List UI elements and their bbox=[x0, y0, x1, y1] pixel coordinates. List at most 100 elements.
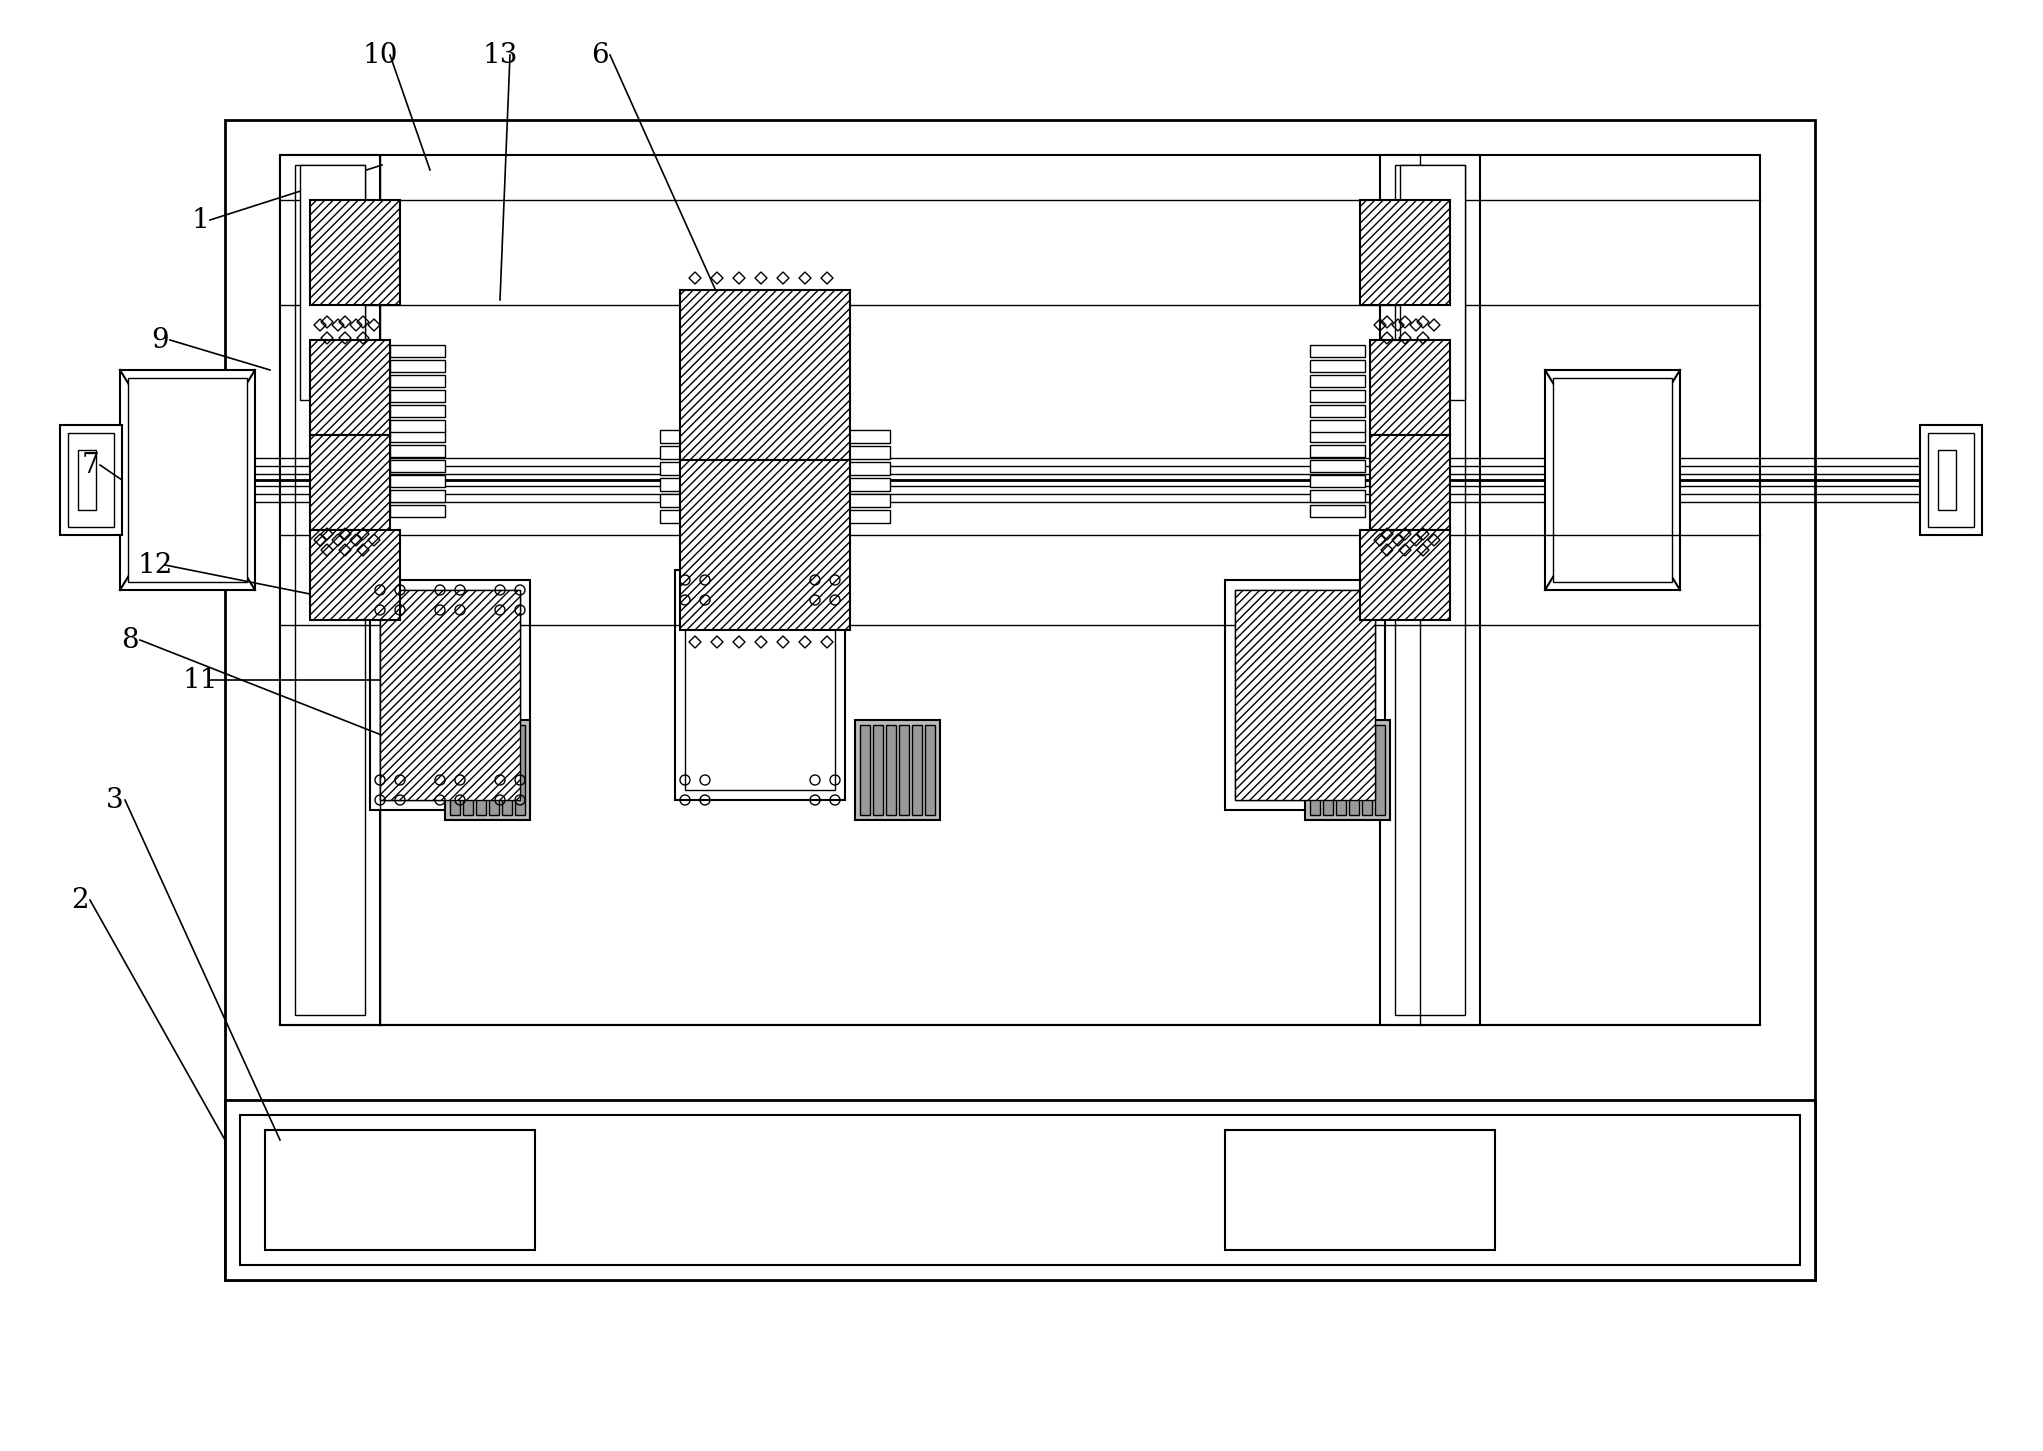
Bar bbox=[660, 477, 711, 490]
Bar bbox=[78, 450, 96, 509]
Bar bbox=[680, 290, 850, 460]
Bar bbox=[1226, 580, 1385, 810]
Bar bbox=[1310, 445, 1365, 457]
Bar bbox=[872, 726, 883, 815]
Bar bbox=[1371, 340, 1451, 435]
Bar bbox=[674, 570, 846, 800]
Bar bbox=[684, 580, 836, 789]
Bar bbox=[1310, 429, 1365, 443]
Bar bbox=[1324, 726, 1332, 815]
Bar bbox=[1310, 360, 1365, 371]
Bar bbox=[294, 165, 366, 1016]
Text: 11: 11 bbox=[182, 666, 219, 694]
Bar bbox=[925, 726, 936, 815]
Bar bbox=[390, 429, 445, 443]
Bar bbox=[449, 726, 460, 815]
Bar bbox=[660, 445, 711, 459]
Bar bbox=[67, 432, 114, 527]
Bar bbox=[1305, 720, 1389, 820]
Bar bbox=[1310, 490, 1365, 502]
Bar bbox=[1348, 726, 1359, 815]
Bar bbox=[129, 379, 247, 582]
Bar bbox=[390, 345, 445, 357]
Bar bbox=[266, 1130, 535, 1249]
Bar bbox=[390, 474, 445, 488]
Bar bbox=[390, 360, 445, 371]
Bar bbox=[660, 493, 711, 506]
Bar bbox=[1375, 726, 1385, 815]
Bar bbox=[488, 726, 498, 815]
Bar bbox=[380, 591, 521, 800]
Bar bbox=[1399, 165, 1465, 400]
Bar bbox=[503, 726, 513, 815]
Bar bbox=[1553, 379, 1671, 582]
Bar bbox=[856, 720, 940, 820]
Bar bbox=[1371, 435, 1451, 530]
Bar bbox=[390, 419, 445, 432]
Bar bbox=[1929, 432, 1974, 527]
Bar bbox=[1236, 591, 1375, 800]
Bar bbox=[1361, 530, 1451, 620]
Bar bbox=[464, 726, 474, 815]
Bar bbox=[660, 461, 711, 474]
Bar bbox=[280, 155, 1759, 1024]
Bar bbox=[280, 155, 380, 1024]
Bar bbox=[1310, 374, 1365, 387]
Bar bbox=[911, 726, 921, 815]
Bar bbox=[1310, 345, 1365, 357]
Bar bbox=[660, 509, 711, 522]
Bar bbox=[225, 1100, 1814, 1280]
Bar bbox=[840, 445, 891, 459]
Bar bbox=[1310, 474, 1365, 488]
Text: 3: 3 bbox=[106, 786, 125, 814]
Bar bbox=[300, 165, 366, 400]
Bar bbox=[840, 509, 891, 522]
Text: 13: 13 bbox=[482, 42, 517, 68]
Bar bbox=[239, 1114, 1800, 1265]
Bar bbox=[887, 726, 897, 815]
Bar bbox=[1363, 726, 1373, 815]
Bar bbox=[390, 374, 445, 387]
Text: 1: 1 bbox=[192, 206, 208, 234]
Text: 6: 6 bbox=[590, 42, 609, 68]
Bar bbox=[1920, 425, 1982, 535]
Bar bbox=[1361, 200, 1451, 305]
Text: 8: 8 bbox=[121, 627, 139, 653]
Bar bbox=[1939, 450, 1955, 509]
Text: 7: 7 bbox=[82, 451, 98, 479]
Bar bbox=[476, 726, 486, 815]
Bar bbox=[121, 370, 255, 591]
Bar bbox=[390, 460, 445, 472]
Text: 12: 12 bbox=[137, 551, 174, 579]
Bar bbox=[860, 726, 870, 815]
Bar bbox=[1379, 155, 1479, 1024]
Bar bbox=[840, 493, 891, 506]
Bar bbox=[311, 340, 390, 435]
Bar bbox=[1310, 390, 1365, 402]
Bar bbox=[1545, 370, 1679, 591]
Bar bbox=[1310, 505, 1365, 517]
Bar bbox=[311, 435, 390, 530]
Text: 2: 2 bbox=[72, 887, 88, 914]
Bar bbox=[1310, 726, 1320, 815]
Bar bbox=[225, 120, 1814, 1280]
Bar bbox=[840, 429, 891, 443]
Bar bbox=[1310, 460, 1365, 472]
Bar bbox=[59, 425, 123, 535]
Bar bbox=[840, 477, 891, 490]
Bar bbox=[390, 405, 445, 416]
Bar bbox=[660, 429, 711, 443]
Bar bbox=[380, 591, 521, 800]
Bar bbox=[1226, 1130, 1495, 1249]
Bar bbox=[899, 726, 909, 815]
Bar bbox=[1310, 419, 1365, 432]
Bar bbox=[390, 490, 445, 502]
Text: 10: 10 bbox=[362, 42, 398, 68]
Bar bbox=[370, 580, 529, 810]
Bar bbox=[445, 720, 529, 820]
Bar bbox=[390, 505, 445, 517]
Bar bbox=[311, 200, 400, 305]
Bar bbox=[515, 726, 525, 815]
Text: 9: 9 bbox=[151, 326, 170, 354]
Bar bbox=[311, 530, 400, 620]
